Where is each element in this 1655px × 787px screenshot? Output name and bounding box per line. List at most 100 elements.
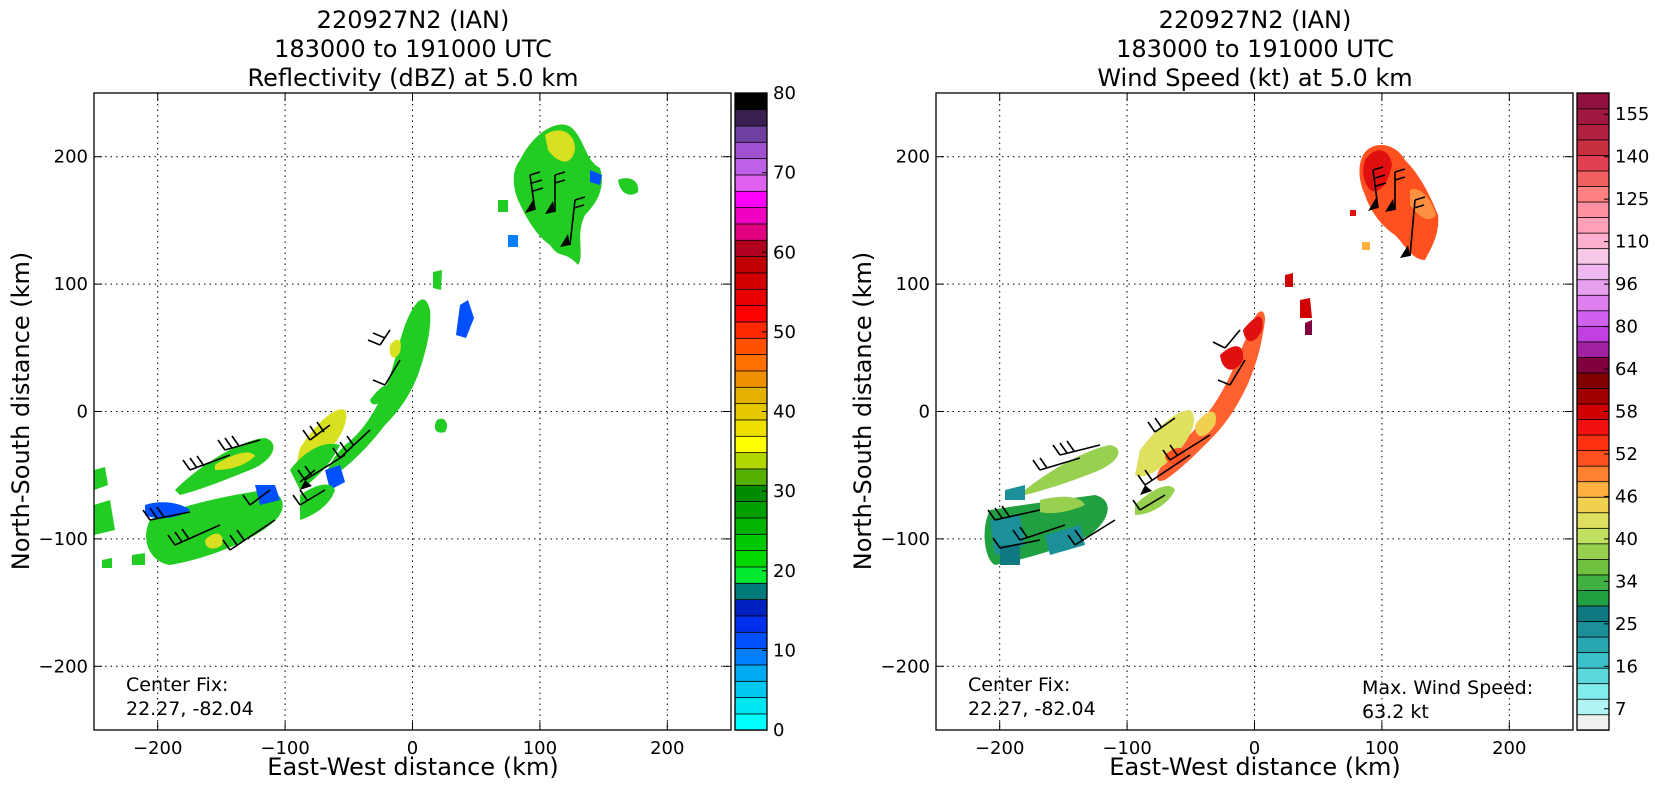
colorbar-swatch <box>734 517 768 535</box>
colorbar-swatch <box>1576 636 1610 654</box>
wind-barb <box>554 171 566 212</box>
y-tick-label: −200 <box>39 656 88 677</box>
colorbar-label: 80 <box>1615 317 1638 338</box>
echo-weak <box>325 465 345 490</box>
echo-region <box>434 418 448 433</box>
x-axis-label: East-West distance (km) <box>1109 753 1400 781</box>
colorbar-swatch <box>734 125 768 143</box>
center-fix-label: Center Fix: <box>968 674 1070 696</box>
colorbar-label: 10 <box>773 640 796 661</box>
echo-region <box>94 500 115 535</box>
colorbar-swatch <box>734 239 768 258</box>
y-tick-label: 0 <box>919 402 930 423</box>
colorbar-swatch <box>734 468 768 486</box>
colorbar-label: 40 <box>773 402 796 423</box>
wind-barb <box>1137 454 1191 486</box>
panel-title-line-3: Reflectivity (dBZ) at 5.0 km <box>248 64 579 92</box>
colorbar: 0 10 20 30 40 50 60 70 80 <box>734 83 796 741</box>
panel-title-line-1: 220927N2 (IAN) <box>317 6 510 34</box>
wind-barb <box>182 454 231 471</box>
colorbar-swatch <box>1576 294 1610 312</box>
colorbar-swatch <box>734 304 768 323</box>
wind-barb <box>1217 359 1246 386</box>
colorbar-swatch <box>1576 154 1610 172</box>
x-tick-label: −200 <box>975 738 1024 759</box>
y-axis-label: North-South distance (km) <box>849 252 877 571</box>
wind-barb <box>1147 417 1176 433</box>
colorbar-swatch <box>734 533 768 552</box>
y-tick-label: 100 <box>896 274 930 295</box>
x-tick-label: −100 <box>1102 738 1151 759</box>
wind-barb <box>367 329 391 346</box>
colorbar-label: 20 <box>773 561 796 582</box>
echo-core <box>205 533 223 549</box>
echo-weak <box>456 300 474 338</box>
colorbar-swatch <box>1576 481 1610 498</box>
colorbar-swatch <box>1576 216 1610 234</box>
colorbar-swatch <box>1576 263 1610 281</box>
wind-barb <box>299 469 316 483</box>
colorbar-label: 125 <box>1615 189 1649 210</box>
wind-region <box>1350 210 1356 216</box>
colorbar-swatch <box>734 419 768 437</box>
x-tick-label: −100 <box>260 738 309 759</box>
colorbar-swatch <box>1576 325 1610 343</box>
colorbar-swatch <box>1576 651 1610 669</box>
colorbar-swatch <box>1576 310 1610 327</box>
x-axis-label: East-West distance (km) <box>267 753 558 781</box>
colorbar-swatch <box>734 255 768 274</box>
colorbar-label: 0 <box>773 720 784 741</box>
echo-region <box>94 467 108 490</box>
wind-barb <box>222 519 276 551</box>
colorbar-swatch <box>734 337 768 356</box>
colorbar-swatch <box>734 451 768 470</box>
wind-barb <box>372 359 401 386</box>
colorbar-swatch <box>1576 123 1610 141</box>
wind-barb-flag <box>1385 199 1395 212</box>
wind-barb-flag <box>545 201 555 214</box>
colorbar-label: 34 <box>1615 571 1638 592</box>
colorbar-label: 80 <box>773 83 796 104</box>
echo-region <box>300 484 335 520</box>
colorbar-swatch <box>1576 139 1610 156</box>
wind-barb <box>1052 440 1101 456</box>
colorbar-label: 46 <box>1615 486 1638 507</box>
colorbar-swatch <box>734 566 768 584</box>
wind-barb-flags <box>300 200 570 490</box>
echo-region <box>132 553 145 565</box>
reflectivity-panel: 220927N2 (IAN) 183000 to 191000 UTC Refl… <box>7 6 796 781</box>
axis-ticks: −200 −100 0 100 200 −200 −100 0 100 200 <box>881 93 1573 759</box>
colorbar-label: 96 <box>1615 274 1638 295</box>
wind-speed-field <box>984 144 1439 565</box>
y-tick-label: −100 <box>881 529 930 550</box>
wind-barb <box>332 429 371 459</box>
wind-barb <box>569 196 586 246</box>
y-tick-label: 100 <box>54 274 88 295</box>
colorbar-label: 40 <box>1615 529 1638 550</box>
colorbar-swatch <box>734 680 768 699</box>
echo-region <box>327 299 431 476</box>
wind-core <box>1243 316 1263 342</box>
wind-speed-panel: 220927N2 (IAN) 183000 to 191000 UTC Wind… <box>849 6 1649 781</box>
colorbar-swatch <box>734 92 768 111</box>
echo-region <box>513 124 602 265</box>
wind-barb <box>302 421 331 441</box>
colorbar-swatch <box>1576 232 1610 250</box>
wind-barb <box>242 489 271 506</box>
colorbar-swatch <box>1576 714 1610 731</box>
colorbar-swatch <box>1576 341 1610 358</box>
x-tick-label: −200 <box>133 738 182 759</box>
colorbar-swatch <box>1576 108 1610 125</box>
colorbar-swatch <box>1576 496 1610 514</box>
wind-barb <box>1132 494 1166 511</box>
colorbar-label: 58 <box>1615 402 1638 423</box>
x-tick-label: 200 <box>650 738 684 759</box>
colorbar-swatch <box>734 582 768 601</box>
wind-region <box>1000 545 1020 565</box>
wind-region <box>1362 242 1370 250</box>
wind-region <box>1410 189 1436 220</box>
wind-region <box>1135 410 1195 477</box>
colorbar-label: 30 <box>773 481 796 502</box>
colorbar-swatch <box>734 141 768 160</box>
